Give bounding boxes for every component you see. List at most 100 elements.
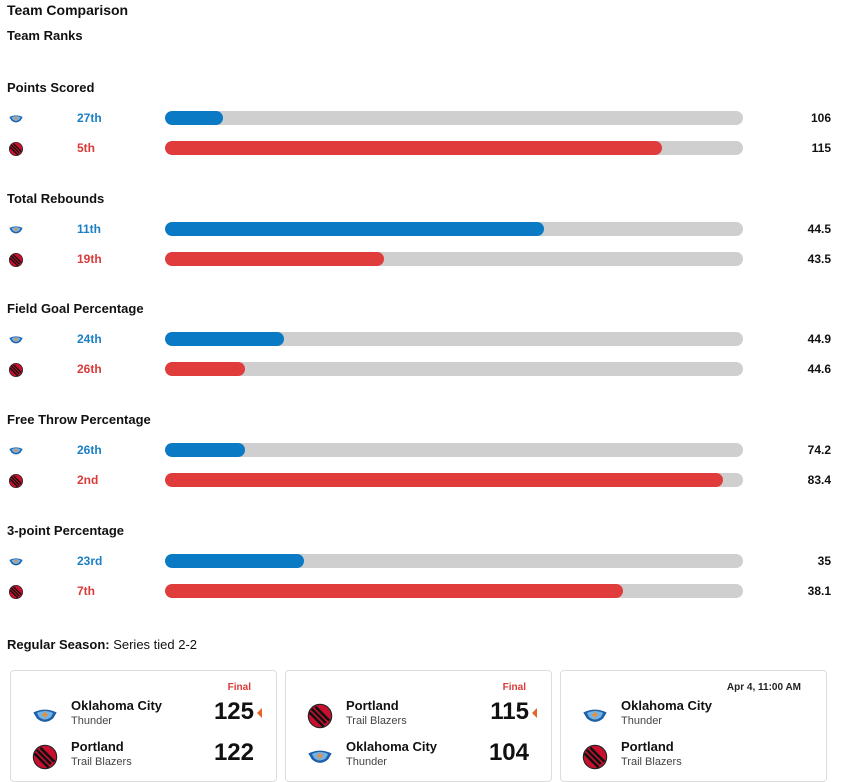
stat-bar-track	[165, 252, 743, 266]
rank-label: 2nd	[77, 473, 99, 487]
stat-row-okc: 23rd 35	[0, 552, 851, 572]
stat-value: 43.5	[807, 252, 831, 266]
stat-value: 44.5	[807, 222, 831, 236]
game-team-row: Oklahoma City Thunder 125	[11, 698, 276, 734]
stat-row-okc: 24th 44.9	[0, 330, 851, 350]
team-city: Oklahoma City	[71, 698, 163, 713]
series-summary: Regular Season: Series tied 2-2	[7, 637, 197, 652]
stat-row-por: 19th 43.5	[0, 250, 851, 270]
stat-bar-track	[165, 332, 743, 346]
stat-value: 106	[810, 111, 831, 125]
team-nickname: Thunder	[346, 756, 387, 768]
rank-label: 27th	[77, 111, 102, 125]
thunder-logo-icon	[8, 443, 24, 459]
thunder-logo-icon	[8, 554, 24, 570]
rank-label: 23rd	[77, 554, 103, 568]
rank-label: 24th	[77, 332, 102, 346]
stat-bar-track	[165, 141, 743, 155]
stat-title: Free Throw Percentage	[7, 412, 151, 427]
stat-bar-track	[165, 362, 743, 376]
stat-title: 3-point Percentage	[7, 523, 125, 538]
game-card[interactable]: Apr 4, 11:00 AM Oklahoma City Thunder Portl…	[560, 670, 827, 782]
stat-bar-fill	[165, 252, 385, 266]
stat-bar-fill	[165, 362, 245, 376]
stat-value: 44.9	[807, 332, 831, 346]
stat-value: 44.6	[807, 362, 831, 376]
rank-label: 5th	[77, 141, 95, 155]
game-team-row: Portland Trail Blazers 122	[11, 739, 276, 775]
team-city: Portland	[346, 698, 399, 713]
thunder-logo-icon	[8, 111, 24, 127]
winner-indicator-icon	[532, 708, 537, 718]
game-team-row: Oklahoma City Thunder	[561, 698, 826, 734]
team-city: Oklahoma City	[346, 739, 438, 754]
stat-bar-fill	[165, 111, 223, 125]
team-city: Oklahoma City	[621, 698, 713, 713]
stat-bar-fill	[165, 443, 245, 457]
rank-label: 19th	[77, 252, 102, 266]
trail-blazers-logo-icon	[8, 362, 24, 378]
stat-row-okc: 27th 106	[0, 109, 851, 129]
stat-title: Field Goal Percentage	[7, 301, 144, 316]
stat-bar-track	[165, 584, 743, 598]
team-nickname: Trail Blazers	[346, 715, 407, 727]
stat-bar-fill	[165, 554, 305, 568]
stat-bar-fill	[165, 332, 285, 346]
stat-bar-track	[165, 222, 743, 236]
winner-indicator-icon	[257, 708, 262, 718]
game-team-row: Portland Trail Blazers 115	[286, 698, 551, 734]
stat-title: Points Scored	[7, 80, 95, 95]
trail-blazers-logo-icon	[31, 743, 59, 771]
series-status: Series tied 2-2	[109, 637, 198, 652]
thunder-logo-icon	[581, 702, 609, 730]
team-city: Portland	[621, 739, 674, 754]
trail-blazers-logo-icon	[8, 141, 24, 157]
stat-row-por: 7th 38.1	[0, 582, 851, 602]
section-subtitle: Team Ranks	[7, 28, 83, 43]
game-card[interactable]: Final Oklahoma City Thunder 125 Portland Trai…	[10, 670, 277, 782]
stat-bar-fill	[165, 141, 663, 155]
team-score: 122	[213, 739, 254, 766]
trail-blazers-logo-icon	[8, 473, 24, 489]
stat-bar-fill	[165, 222, 545, 236]
stat-bar-track	[165, 473, 743, 487]
team-nickname: Trail Blazers	[621, 756, 682, 768]
stat-bar-fill	[165, 473, 723, 487]
team-nickname: Trail Blazers	[71, 756, 132, 768]
rank-label: 26th	[77, 443, 102, 457]
game-team-row: Oklahoma City Thunder 104	[286, 739, 551, 775]
trail-blazers-logo-icon	[306, 702, 334, 730]
section-title: Team Comparison	[7, 2, 129, 18]
stat-value: 74.2	[807, 443, 831, 457]
stat-bar-track	[165, 443, 743, 457]
thunder-logo-icon	[8, 222, 24, 238]
trail-blazers-logo-icon	[8, 252, 24, 268]
stat-value: 115	[811, 141, 831, 155]
game-status: Final	[502, 682, 526, 693]
thunder-logo-icon	[8, 332, 24, 348]
rank-label: 7th	[77, 584, 95, 598]
stat-row-por: 26th 44.6	[0, 360, 851, 380]
stat-value: 38.1	[807, 584, 831, 598]
thunder-logo-icon	[31, 702, 59, 730]
team-score: 125	[213, 698, 254, 725]
stat-row-okc: 11th 44.5	[0, 220, 851, 240]
stat-value: 83.4	[807, 473, 831, 487]
game-card[interactable]: Final Portland Trail Blazers 115 Oklahoma Ci…	[285, 670, 552, 782]
team-nickname: Thunder	[621, 715, 662, 727]
stat-row-por: 2nd 83.4	[0, 471, 851, 491]
stat-value: 35	[817, 554, 831, 568]
stat-row-okc: 26th 74.2	[0, 441, 851, 461]
trail-blazers-logo-icon	[8, 584, 24, 600]
trail-blazers-logo-icon	[581, 743, 609, 771]
stat-title: Total Rebounds	[7, 191, 105, 206]
rank-label: 11th	[77, 222, 102, 236]
stat-row-por: 5th 115	[0, 139, 851, 159]
stat-bar-fill	[165, 584, 624, 598]
stat-bar-track	[165, 554, 743, 568]
game-status: Apr 4, 11:00 AM	[726, 682, 801, 693]
team-city: Portland	[71, 739, 124, 754]
stat-bar-track	[165, 111, 743, 125]
series-label: Regular Season:	[7, 637, 110, 652]
rank-label: 26th	[77, 362, 102, 376]
